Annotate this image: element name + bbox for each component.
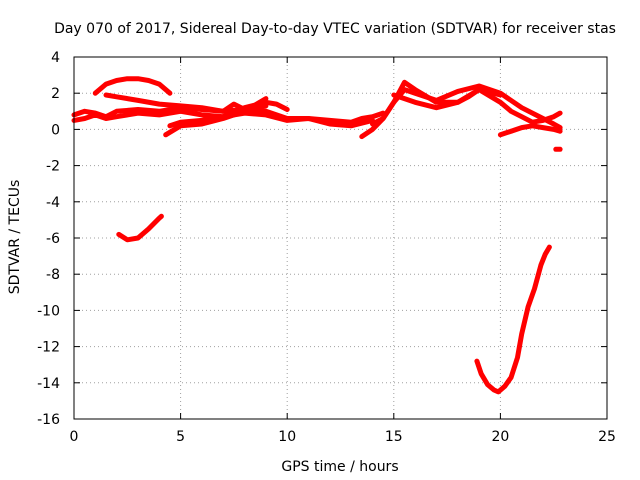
y-tick-label: -10 — [37, 303, 60, 319]
y-tick-label: 4 — [51, 50, 60, 66]
x-tick-label: 0 — [70, 429, 79, 445]
series-track-e — [167, 99, 290, 129]
y-axis-label: SDTVAR / TECUs — [7, 180, 23, 295]
y-tick-label: -2 — [46, 159, 60, 175]
y-tick-label: -12 — [37, 340, 60, 356]
x-axis-label: GPS time / hours — [281, 459, 398, 475]
series-track-j — [497, 123, 563, 138]
x-tick-label: 25 — [598, 429, 616, 445]
grid-lines — [74, 57, 607, 419]
x-tick-label: 5 — [176, 429, 185, 445]
series-track-d — [92, 76, 173, 96]
x-tick-label: 20 — [491, 429, 509, 445]
axes: 0 5 10 15 20 25 -16 -14 -12 -10 -8 -6 -4 -2 0 2 4 — [37, 50, 616, 445]
y-tick-label: -16 — [37, 412, 60, 428]
x-tick-label: 10 — [278, 429, 296, 445]
series-track-f — [163, 96, 269, 138]
y-tick-label: -14 — [37, 376, 60, 392]
series-track-i — [391, 87, 563, 125]
y-tick-label: -6 — [46, 231, 60, 247]
y-tick-label: 2 — [51, 86, 60, 102]
series-track-m — [474, 244, 552, 395]
x-tick-label: 15 — [385, 429, 403, 445]
chart-title: Day 070 of 2017, Sidereal Day-to-day VTE… — [54, 21, 616, 37]
series-track-l — [116, 213, 164, 243]
series-track-b — [71, 108, 375, 129]
y-tick-label: -4 — [46, 195, 60, 211]
y-tick-label: 0 — [51, 122, 60, 138]
y-tick-label: -8 — [46, 267, 60, 283]
data-series — [71, 76, 563, 395]
